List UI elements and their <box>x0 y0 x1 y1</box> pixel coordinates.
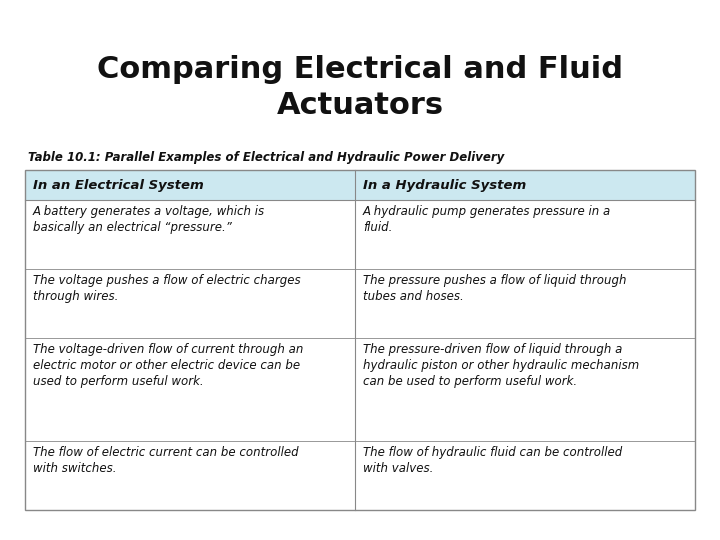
Text: The voltage-driven flow of current through an
electric motor or other electric d: The voltage-driven flow of current throu… <box>33 343 303 388</box>
Text: In a Hydraulic System: In a Hydraulic System <box>363 179 526 192</box>
Text: Table 10.1: Parallel Examples of Electrical and Hydraulic Power Delivery: Table 10.1: Parallel Examples of Electri… <box>28 152 504 165</box>
Bar <box>25 170 695 200</box>
Text: The flow of electric current can be controlled
with switches.: The flow of electric current can be cont… <box>33 446 299 475</box>
Text: The pressure pushes a flow of liquid through
tubes and hoses.: The pressure pushes a flow of liquid thr… <box>363 274 626 303</box>
Text: A hydraulic pump generates pressure in a
fluid.: A hydraulic pump generates pressure in a… <box>363 205 611 234</box>
Text: Comparing Electrical and Fluid: Comparing Electrical and Fluid <box>97 56 623 84</box>
Bar <box>25 170 695 510</box>
Text: The pressure-driven flow of liquid through a
hydraulic piston or other hydraulic: The pressure-driven flow of liquid throu… <box>363 343 639 388</box>
Text: The flow of hydraulic fluid can be controlled
with valves.: The flow of hydraulic fluid can be contr… <box>363 446 622 475</box>
Text: In an Electrical System: In an Electrical System <box>33 179 204 192</box>
Text: The voltage pushes a flow of electric charges
through wires.: The voltage pushes a flow of electric ch… <box>33 274 301 303</box>
Text: A battery generates a voltage, which is
basically an electrical “pressure.”: A battery generates a voltage, which is … <box>33 205 265 234</box>
Text: Actuators: Actuators <box>276 91 444 119</box>
